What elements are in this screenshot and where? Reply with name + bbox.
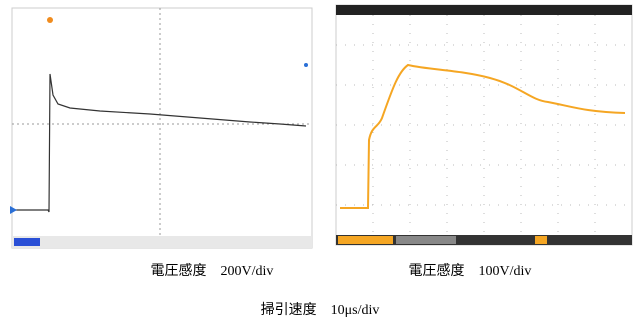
- right-status-tag-3: [535, 236, 547, 244]
- left-scope: [10, 8, 312, 248]
- left-status-tag: [14, 238, 40, 246]
- page: 電圧感度 200V/div 電圧感度 100V/div 掃引速度 10μs/di…: [0, 0, 637, 323]
- figure: 電圧感度 200V/div 電圧感度 100V/div 掃引速度 10μs/di…: [0, 0, 637, 323]
- right-scope: [336, 5, 632, 245]
- left-trigger-marker: [47, 17, 53, 23]
- left-screen: [12, 8, 312, 248]
- left-status-bar: [12, 236, 312, 248]
- caption-left: 電圧感度 200V/div: [151, 262, 274, 279]
- left-level-marker: [304, 63, 308, 67]
- right-status-tag: [338, 236, 393, 244]
- right-screen: [336, 5, 632, 245]
- caption-right: 電圧感度 100V/div: [409, 262, 532, 279]
- right-status-tag-2: [396, 236, 456, 244]
- right-top-bar: [336, 5, 632, 15]
- caption-bottom: 掃引速度 10μs/div: [261, 301, 380, 318]
